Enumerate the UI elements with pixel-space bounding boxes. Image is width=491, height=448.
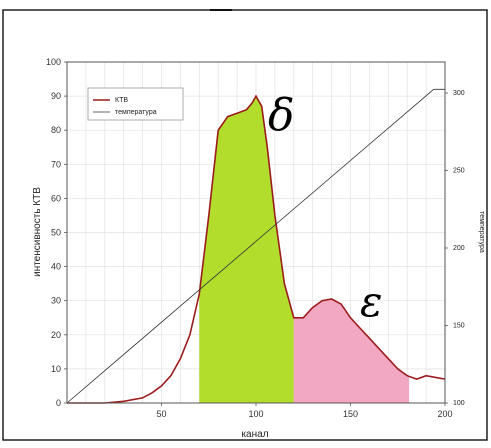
y2-tick-label: 300: [453, 90, 465, 97]
y-tick-label: 60: [51, 193, 61, 203]
outer-border: [2, 9, 488, 441]
y-tick-label: 100: [46, 57, 61, 67]
y-tick-label: 70: [51, 159, 61, 169]
y2-axis-ticks: 100 150 200 250 300: [445, 90, 465, 407]
x-axis-ticks: 50 100 150 200: [156, 403, 453, 419]
delta-symbol: δ: [268, 90, 295, 141]
y2-tick-label: 200: [453, 245, 465, 252]
x-tick-label: 150: [343, 409, 358, 419]
legend: КТВ температура: [87, 87, 184, 121]
ktv-line: [67, 94, 446, 404]
x-tick-label: 50: [156, 409, 166, 419]
legend-box: [87, 87, 184, 121]
y-axis-title: интенсивность КТВ: [32, 187, 43, 277]
y2-axis-title: температура: [478, 211, 485, 253]
y2-tick-label: 250: [453, 168, 465, 175]
y-tick-label: 80: [51, 125, 61, 135]
x-tick-label: 200: [437, 409, 452, 419]
x-axis-title: канал: [241, 429, 268, 440]
shaded-regions: [199, 96, 410, 403]
y-tick-label: 20: [51, 330, 61, 340]
temperature-line: [66, 88, 445, 404]
y-tick-label: 90: [51, 91, 61, 101]
y-tick-label: 10: [51, 364, 61, 374]
y-axis-ticks: 0 10 20 30 40 50 60 70 80 90 100: [46, 57, 67, 408]
y-tick-label: 30: [51, 296, 61, 306]
epsilon-symbol: ε: [360, 277, 383, 326]
epsilon-region: [293, 299, 410, 403]
legend-label-temperature: температура: [115, 109, 157, 116]
legend-label-ktv: КТВ: [115, 97, 128, 104]
y-tick-label: 40: [51, 262, 61, 272]
series-lines: [66, 88, 446, 404]
x-tick-label: 100: [248, 409, 263, 419]
y-tick-label: 0: [56, 398, 61, 408]
y-tick-label: 50: [51, 228, 61, 238]
y2-tick-label: 100: [453, 400, 465, 407]
y2-tick-label: 150: [453, 323, 465, 330]
